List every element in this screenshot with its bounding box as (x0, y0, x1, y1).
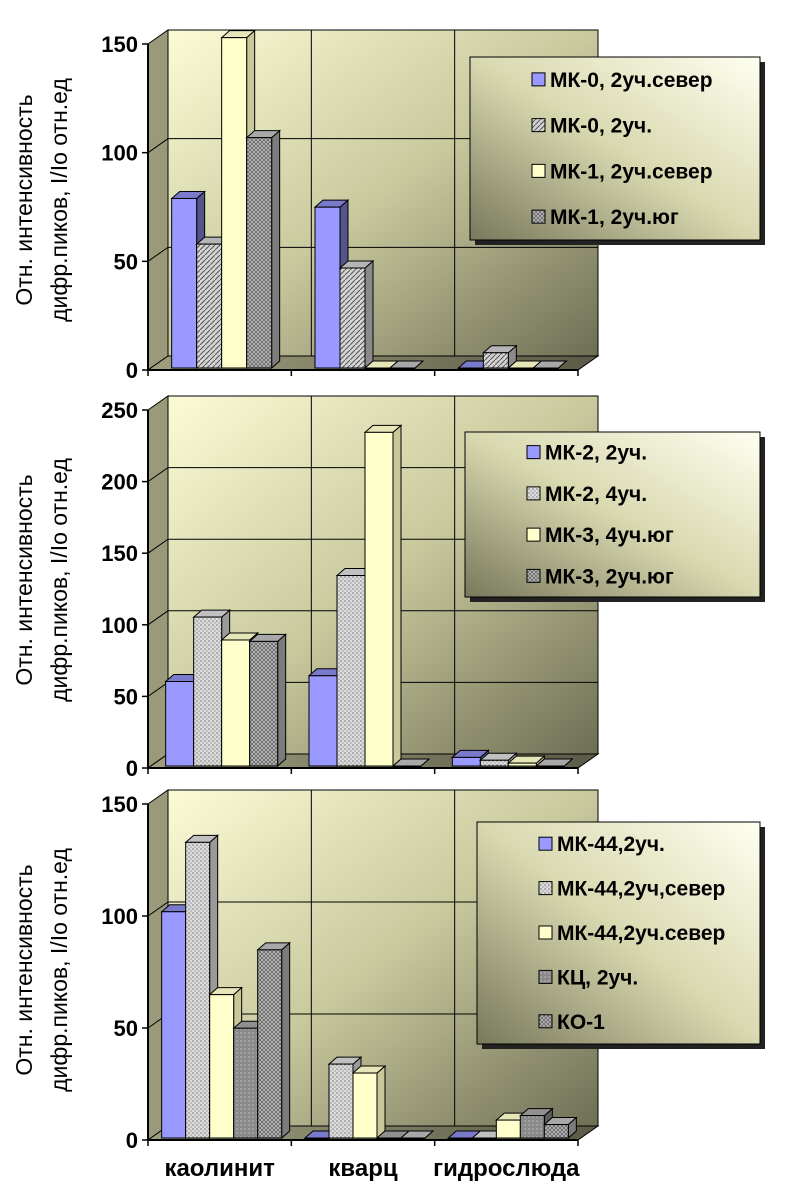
bar-diag-3 (482, 344, 518, 370)
bar-cross-1 (256, 941, 291, 1140)
legend-swatch (526, 568, 541, 583)
y-tick-label: 250 (101, 398, 138, 423)
y-tick-label: 0 (126, 756, 138, 781)
legend-label: КО-1 (557, 1011, 605, 1034)
legend-label: КЦ, 2уч. (557, 966, 638, 989)
bar-cross-2 (391, 758, 431, 767)
chart-panel-3: 0 50 100 150 каолинит кварц гидрослюда Отн. инт… (11, 789, 765, 1182)
legend-swatch (526, 527, 541, 542)
legend-label: МК-3, 4уч.юг (545, 524, 674, 547)
bar-cross-1 (248, 633, 287, 768)
legend-swatch (531, 72, 546, 87)
legend-swatch (531, 163, 546, 178)
legend-swatch (531, 118, 546, 133)
y-tick-label: 100 (101, 904, 138, 929)
y-tick-label: 0 (126, 358, 138, 383)
bar-white-3 (507, 755, 546, 768)
x-category-label: каолинит (164, 1155, 275, 1182)
bar-white-2 (351, 1064, 387, 1140)
chart-panel-2: 0 50 100 150 200 250 Отн. интенсивность дифр.пи… (11, 395, 765, 781)
x-category-label: гидрослюда (433, 1155, 580, 1182)
bar-cross-3 (535, 758, 574, 767)
x-category-label: кварц (328, 1155, 397, 1182)
y-tick-label: 0 (126, 1128, 138, 1153)
bar-cross-2 (388, 360, 425, 369)
legend-label: МК-0, 2уч.север (550, 69, 713, 92)
y-axis-label-line-2: дифр.пиков, I/Io отн.ед (46, 458, 72, 702)
plot-side-wall (147, 395, 169, 769)
legend-label: МК-2, 2уч. (545, 442, 647, 465)
y-axis-label-line-1: Отн. интенсивность (11, 474, 37, 685)
legend-label: МК-3, 2уч.юг (545, 565, 674, 588)
legend-swatch (531, 209, 546, 224)
legend-swatch (538, 1014, 553, 1029)
legend-label: МК-44,2уч. (557, 833, 665, 856)
y-tick-label: 50 (114, 1016, 138, 1041)
legend-swatch (538, 925, 553, 940)
y-tick-label: 150 (101, 32, 138, 57)
legend: МК-44,2уч. МК-44,2уч,север МК-44,2уч.север… (476, 821, 765, 1049)
y-tick-label: 200 (101, 470, 138, 495)
y-axis-label-line-2: дифр.пиков, I/Io отн.ед (46, 848, 72, 1092)
y-tick-label: 150 (101, 541, 138, 566)
plot-side-wall (147, 29, 169, 371)
bar-cross-1 (245, 129, 281, 370)
bar-diag-2 (338, 259, 375, 370)
y-axis-label-line-2: дифр.пиков, I/Io отн.ед (46, 78, 72, 322)
legend-label: МК-44,2уч,север (557, 878, 725, 901)
chart-panel-1: 0 50 100 150 Отн. интенсивность дифр.пиков, I… (11, 29, 765, 383)
y-tick-label: 150 (101, 792, 138, 817)
legend-label: МК-1, 2уч.юг (550, 206, 679, 229)
y-tick-label: 100 (101, 141, 138, 166)
y-tick-label: 50 (114, 684, 138, 709)
bar-cross-3 (532, 360, 568, 369)
legend-swatch (538, 836, 553, 851)
legend-swatch (538, 881, 553, 896)
y-tick-label: 50 (114, 249, 138, 274)
legend: МК-0, 2уч.север МК-0, 2уч. МК-1, 2уч.север… (469, 56, 765, 245)
legend: МК-2, 2уч. МК-2, 4уч. МК-3, 4уч.юг МК-3, 2у… (464, 431, 765, 602)
legend-swatch (526, 445, 541, 460)
bar-cross-2 (399, 1130, 435, 1139)
legend-label: МК-44,2уч.север (557, 922, 725, 945)
bar-cross-3 (543, 1116, 578, 1140)
y-axis-label-line-1: Отн. интенсивность (11, 94, 37, 305)
legend-swatch (526, 486, 541, 501)
y-tick-label: 100 (101, 613, 138, 638)
y-axis-label-line-1: Отн. интенсивность (11, 864, 37, 1075)
legend-label: МК-0, 2уч. (550, 115, 652, 138)
bar-white-2 (363, 424, 403, 768)
legend-label: МК-2, 4уч. (545, 483, 647, 506)
legend-swatch (538, 969, 553, 984)
legend-label: МК-1, 2уч.север (550, 160, 713, 183)
